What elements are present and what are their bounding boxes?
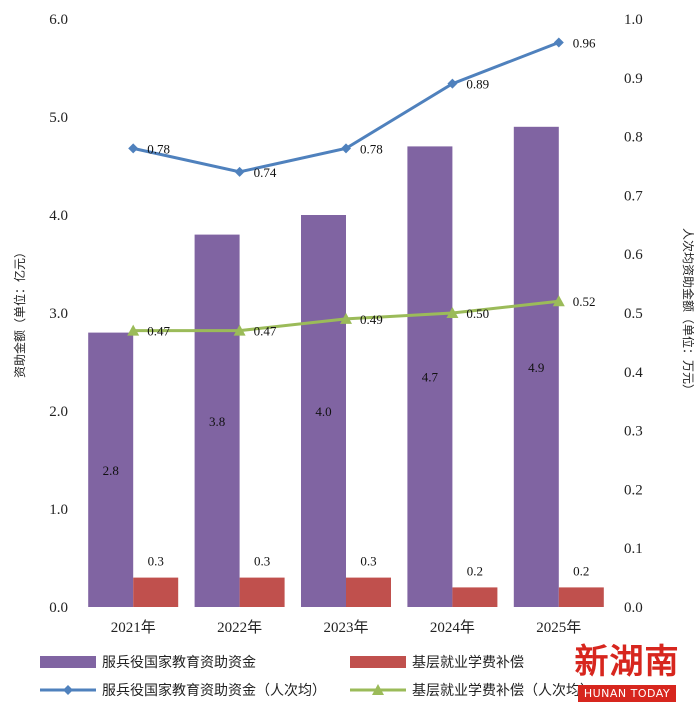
- right-tick-label: 0.4: [624, 365, 643, 381]
- legend: 服兵役国家教育资助资金 基层就业学费补偿 服兵役国家教育资助资金（人次均） 基层…: [40, 650, 600, 710]
- left-tick-label: 6.0: [49, 12, 68, 28]
- legend-label-military-avg: 服兵役国家教育资助资金（人次均）: [102, 683, 326, 699]
- line-series: [127, 37, 565, 336]
- left-tick-label: 3.0: [49, 306, 68, 322]
- right-tick-label: 0.7: [624, 188, 643, 204]
- legend-label-military-total: 服兵役国家教育资助资金: [102, 655, 256, 671]
- left-axis-title: 资助金额（单位：亿元）: [12, 246, 27, 378]
- line-label-grassroots-avg: 0.52: [573, 294, 596, 309]
- bar-label-grassroots-total: 0.2: [573, 563, 589, 578]
- legend-item-military-total: 服兵役国家教育资助资金: [40, 652, 256, 672]
- line-label-grassroots-avg: 0.50: [466, 306, 489, 321]
- bar-label-military-total: 4.0: [315, 404, 331, 419]
- line-label-grassroots-avg: 0.49: [360, 312, 383, 327]
- right-tick-label: 0.2: [624, 482, 643, 498]
- bar-label-grassroots-total: 0.3: [360, 554, 376, 569]
- bar-grassroots-total: [558, 587, 604, 607]
- marker-military-avg: [128, 143, 139, 154]
- bar-military-total: [88, 332, 134, 607]
- line-label-military-avg: 0.74: [254, 165, 277, 180]
- legend-item-military-avg: 服兵役国家教育资助资金（人次均）: [40, 680, 326, 700]
- right-tick-label: 0.3: [624, 424, 643, 440]
- bar-label-military-total: 4.9: [528, 360, 544, 375]
- category-label: 2023年: [323, 619, 368, 636]
- right-tick-label: 0.0: [624, 600, 643, 616]
- marker-military-avg: [234, 166, 245, 177]
- line-label-military-avg: 0.89: [466, 77, 489, 92]
- bar-label-grassroots-total: 0.3: [148, 554, 164, 569]
- legend-line-blue-diamond: [40, 685, 96, 695]
- right-tick-label: 0.9: [624, 71, 643, 87]
- left-tick-label: 2.0: [49, 404, 68, 420]
- right-tick-label: 0.1: [624, 541, 643, 557]
- category-label: 2021年: [111, 619, 156, 636]
- legend-item-grassroots-avg: 基层就业学费补偿（人次均）: [350, 680, 594, 700]
- marker-grassroots-avg: [233, 324, 246, 336]
- right-axis-ticks: 0.0 0.1 0.2 0.3 0.4 0.5 0.6 0.7 0.8 0.9 1.0: [624, 12, 643, 616]
- bar-grassroots-total: [346, 577, 391, 607]
- watermark: 新湖南 HUNAN TODAY: [566, 642, 688, 702]
- line-label-military-avg: 0.96: [573, 36, 596, 51]
- legend-line-green-triangle: [350, 684, 406, 695]
- left-tick-label: 5.0: [49, 110, 68, 126]
- left-axis-ticks: 0.0 1.0 2.0 3.0 4.0 5.0 6.0: [49, 12, 68, 616]
- left-tick-label: 4.0: [49, 208, 68, 224]
- line-label-military-avg: 0.78: [147, 141, 170, 156]
- marker-military-avg: [447, 78, 458, 89]
- category-labels: 2021年 2022年 2023年 2024年 2025年: [111, 619, 582, 636]
- right-tick-label: 0.5: [624, 306, 643, 322]
- watermark-logo: 新湖南: [574, 642, 680, 682]
- bar-grassroots-total: [133, 577, 179, 607]
- bar-grassroots-total: [239, 577, 285, 607]
- legend-swatch-red: [350, 656, 406, 668]
- bar-label-grassroots-total: 0.2: [467, 563, 483, 578]
- right-tick-label: 1.0: [624, 12, 643, 28]
- bar-military-total: [301, 215, 346, 607]
- legend-label-grassroots-total: 基层就业学费补偿: [412, 655, 524, 671]
- line-label-military-avg: 0.78: [360, 141, 383, 156]
- category-label: 2022年: [217, 619, 262, 636]
- right-tick-label: 0.8: [624, 130, 643, 146]
- bar-military-total: [513, 126, 559, 608]
- marker-grassroots-avg: [127, 324, 140, 336]
- category-label: 2024年: [430, 619, 475, 636]
- bar-label-military-total: 2.8: [103, 463, 119, 478]
- legend-label-grassroots-avg: 基层就业学费补偿（人次均）: [412, 683, 594, 699]
- bar-label-grassroots-total: 0.3: [254, 554, 270, 569]
- bar-military-total: [407, 146, 453, 607]
- bar-military-total: [194, 234, 240, 607]
- bar-series: [88, 126, 604, 608]
- marker-grassroots-avg: [552, 295, 565, 307]
- right-tick-label: 0.6: [624, 247, 643, 263]
- right-axis-title: 人次均资助金额（单位：万元）: [681, 228, 694, 396]
- marker-military-avg: [553, 37, 564, 48]
- bar-grassroots-total: [452, 587, 498, 607]
- marker-military-avg: [341, 143, 351, 154]
- legend-item-grassroots-total: 基层就业学费补偿: [350, 652, 524, 672]
- category-label: 2025年: [536, 619, 581, 636]
- bar-label-military-total: 3.8: [209, 414, 225, 429]
- marker-grassroots-avg: [446, 307, 459, 318]
- line-label-grassroots-avg: 0.47: [147, 324, 170, 339]
- bar-label-military-total: 4.7: [422, 370, 439, 385]
- watermark-subtitle: HUNAN TODAY: [577, 685, 677, 702]
- data-labels: 2.8 0.3 3.8 0.3 4.0 0.3 4.7 0.2 4.9 0.2 0.78 0.74 0.…: [103, 36, 596, 579]
- marker-grassroots-avg: [340, 312, 352, 324]
- legend-swatch-purple: [40, 656, 96, 668]
- line-label-grassroots-avg: 0.47: [254, 324, 277, 339]
- left-tick-label: 0.0: [49, 600, 68, 616]
- left-tick-label: 1.0: [49, 502, 68, 518]
